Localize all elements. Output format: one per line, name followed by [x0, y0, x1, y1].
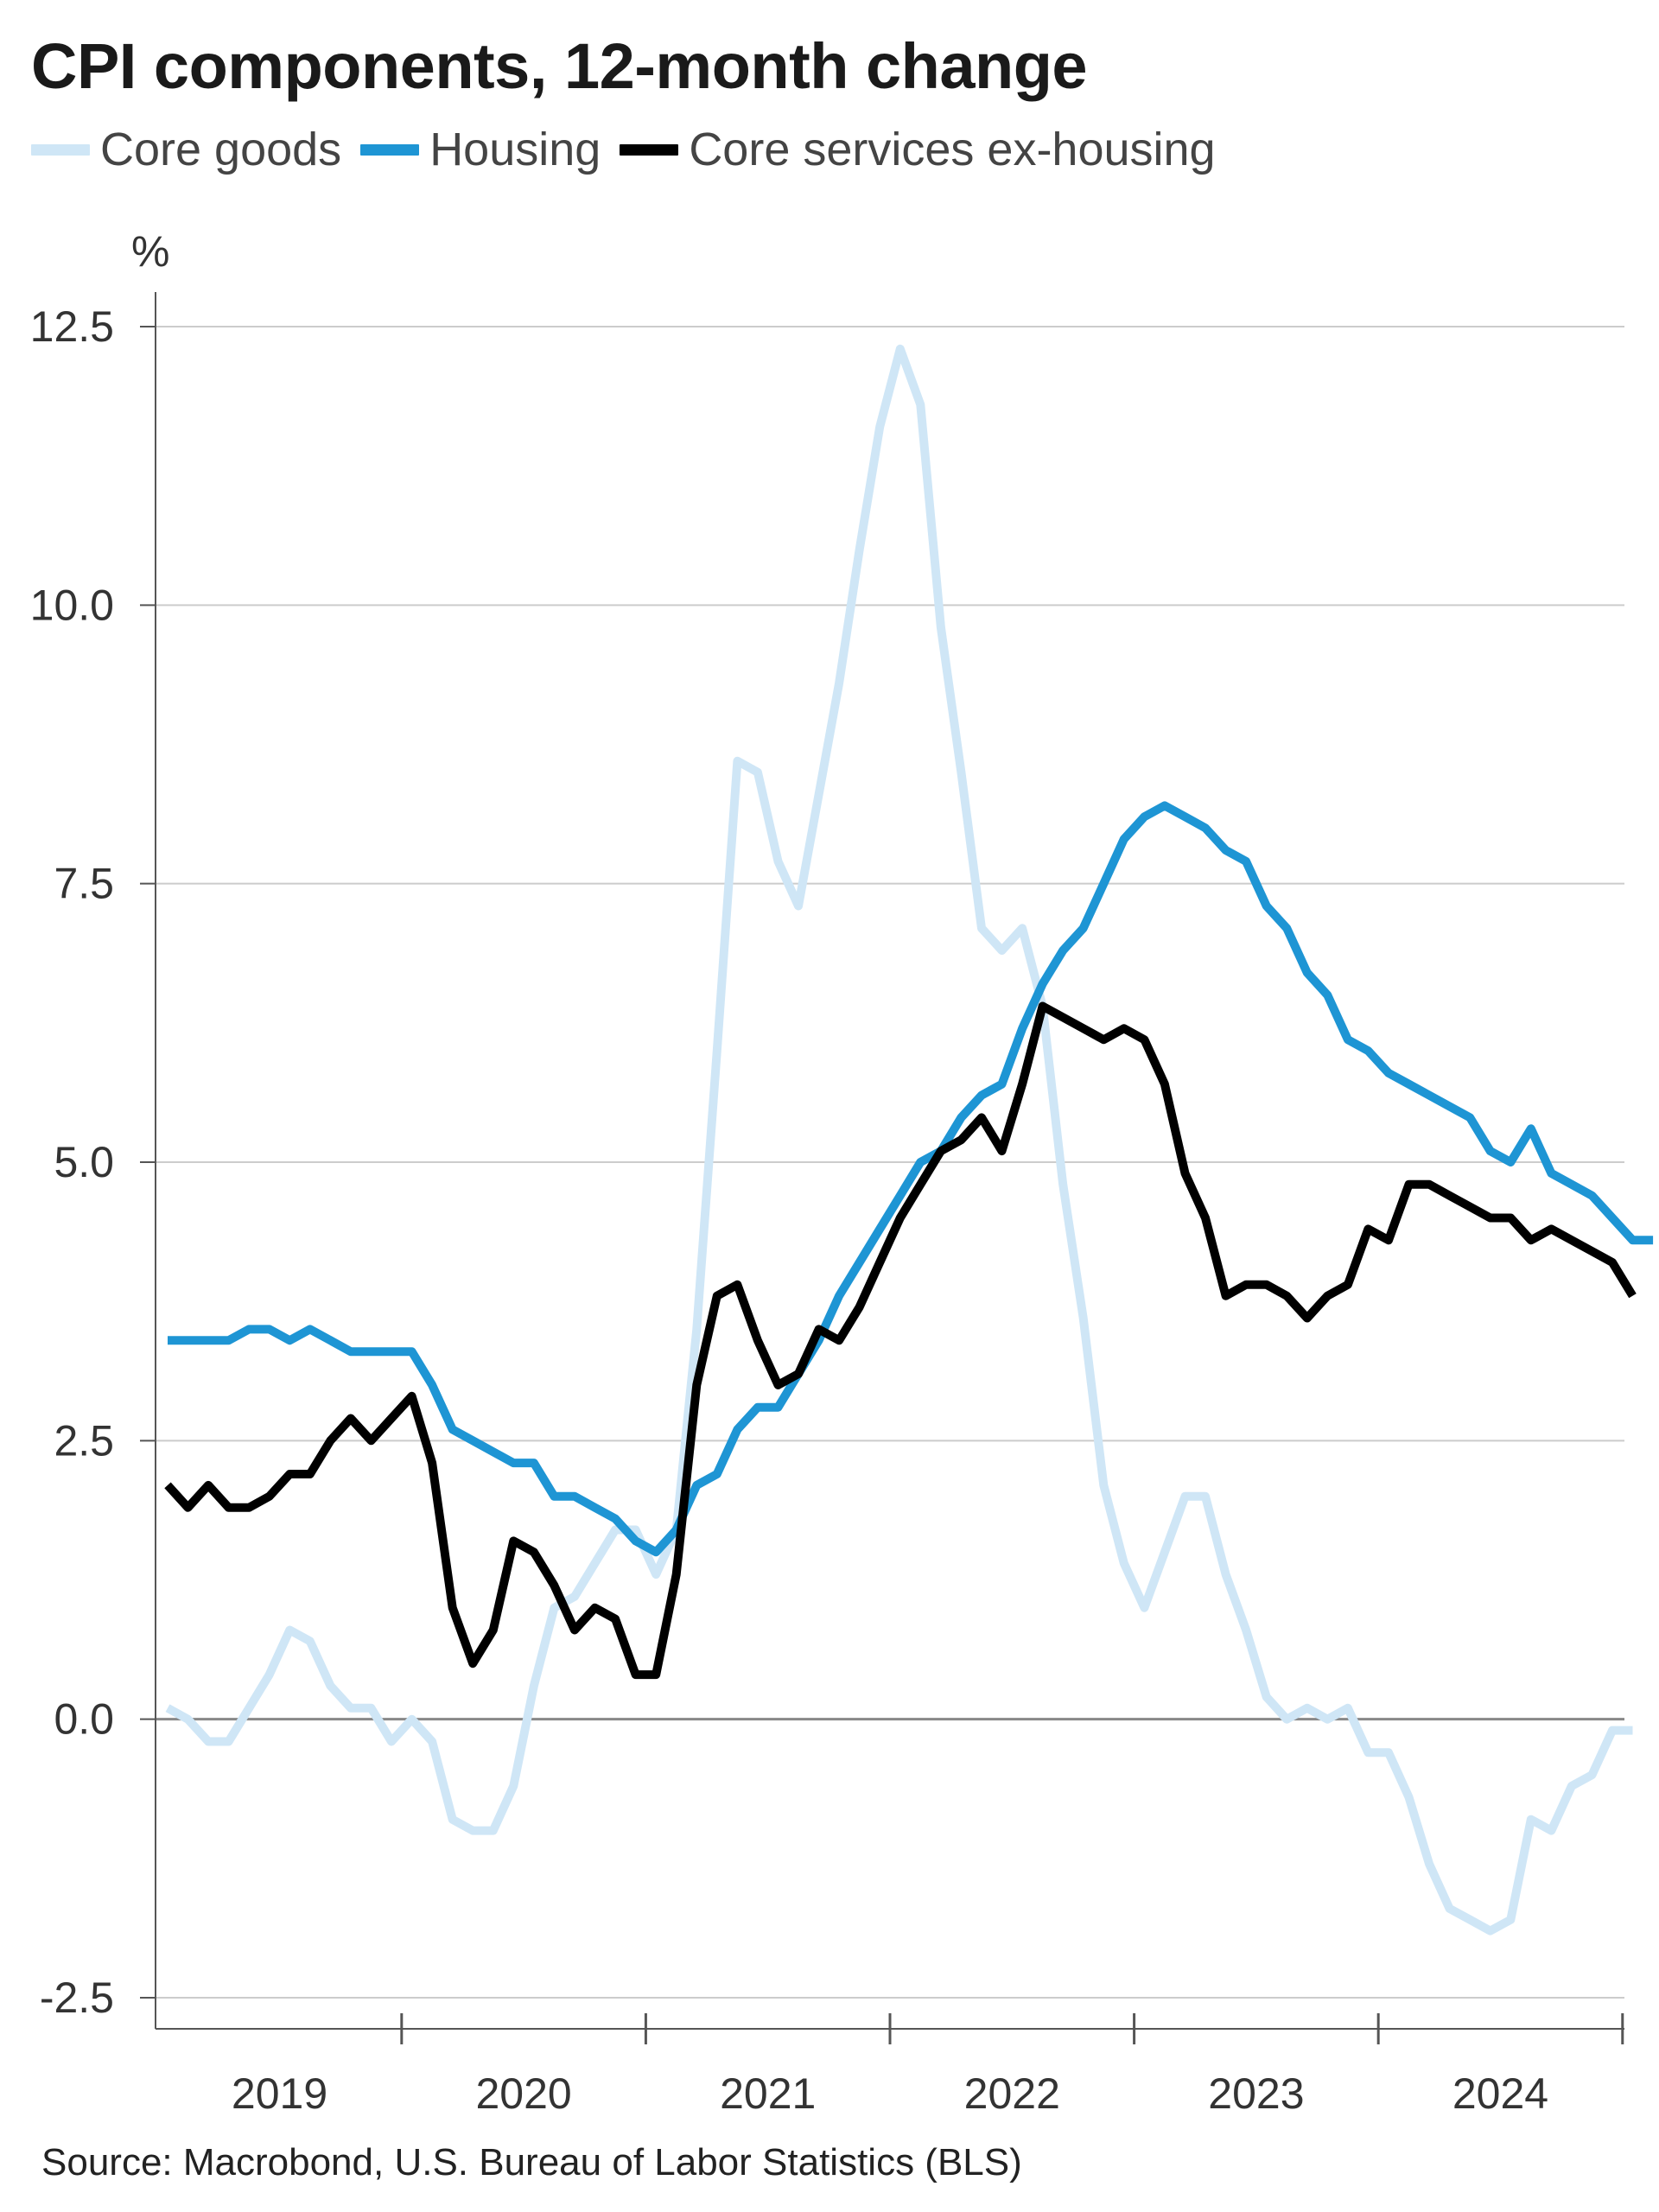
y-tick-label: 7.5 — [54, 860, 114, 908]
y-axis-unit-label: % — [131, 227, 170, 276]
series-line-housing — [168, 801, 1654, 1557]
x-tick-label: 2021 — [720, 2069, 816, 2118]
axes — [140, 292, 1624, 2044]
x-tick-label: 2023 — [1208, 2069, 1304, 2118]
series-lines — [164, 344, 1654, 1936]
chart-title: CPI components, 12-month change — [31, 30, 1088, 102]
x-tick-label: 2024 — [1452, 2069, 1548, 2118]
legend-label-core-services: Core services ex-housing — [689, 124, 1216, 175]
legend-swatch-core-goods — [31, 143, 90, 156]
series-line-core-services — [164, 1001, 1637, 1680]
x-tick-label: 2020 — [475, 2069, 571, 2118]
y-tick-label: 12.5 — [30, 302, 114, 351]
gridlines — [156, 326, 1624, 1999]
legend-label-housing: Housing — [429, 124, 601, 175]
x-tick-label: 2022 — [964, 2069, 1060, 2118]
legend-swatch-housing — [360, 143, 420, 156]
y-tick-label: 0.0 — [54, 1695, 114, 1744]
series-line-core-goods — [165, 344, 1633, 1936]
legend-swatch-core-services — [620, 143, 679, 156]
y-tick-label: -2.5 — [40, 1974, 114, 2022]
y-tick-label: 5.0 — [54, 1138, 114, 1186]
legend: Core goods Housing Core services ex-hous… — [31, 119, 1235, 180]
legend-item-core-goods: Core goods — [31, 123, 341, 176]
legend-label-core-goods: Core goods — [100, 124, 342, 175]
legend-item-core-services: Core services ex-housing — [620, 123, 1216, 176]
source-note: Source: Macrobond, U.S. Bureau of Labor … — [41, 2141, 1022, 2183]
y-tick-label: 10.0 — [30, 581, 114, 629]
x-tick-label: 2019 — [232, 2069, 327, 2118]
y-tick-label: 2.5 — [54, 1416, 114, 1465]
legend-item-housing: Housing — [360, 123, 601, 176]
tick-labels: 12.5 10.0 7.5 5.0 2.5 0.0 -2.5 2019 2020 2021 2022… — [30, 302, 1548, 2118]
